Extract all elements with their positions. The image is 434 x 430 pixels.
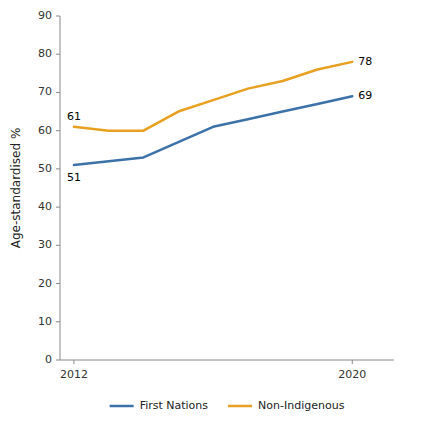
legend-item: First Nations	[110, 399, 209, 412]
y-tick	[56, 16, 60, 17]
y-tick-label: 80	[38, 47, 52, 60]
y-tick	[56, 245, 60, 246]
lines	[74, 62, 352, 165]
annotation: 69	[358, 89, 372, 102]
x-axis-line	[60, 360, 394, 361]
y-tick	[56, 321, 60, 322]
y-tick	[56, 207, 60, 208]
y-tick-label: 90	[38, 9, 52, 22]
x-tick	[73, 360, 74, 364]
y-tick	[56, 283, 60, 284]
legend-swatch	[110, 405, 134, 408]
legend-swatch	[228, 405, 252, 408]
y-tick-label: 10	[38, 315, 52, 328]
annotation: 78	[358, 55, 372, 68]
annotation: 61	[67, 110, 81, 123]
y-axis-line	[60, 16, 61, 360]
y-axis-label: Age-standardised %	[9, 128, 23, 249]
y-tick-label: 0	[45, 353, 52, 366]
y-tick	[56, 92, 60, 93]
x-tick	[352, 360, 353, 364]
y-tick	[56, 130, 60, 131]
y-tick	[56, 54, 60, 55]
legend: First Nations Non-Indigenous	[110, 399, 345, 412]
background	[0, 0, 434, 430]
y-tick-label: 20	[38, 277, 52, 290]
y-tick-label: 40	[38, 200, 52, 213]
legend-label: First Nations	[140, 399, 209, 412]
annotation: 51	[67, 171, 81, 184]
y-tick-label: 70	[38, 85, 52, 98]
annotations: 51 61 69 78	[67, 55, 372, 184]
y-tick	[56, 360, 60, 361]
legend-label: Non-Indigenous	[258, 399, 345, 412]
y-tick-label: 30	[38, 238, 52, 251]
y-tick-label: 50	[38, 162, 52, 175]
x-tick-label: 2012	[60, 368, 88, 381]
legend-item: Non-Indigenous	[228, 399, 345, 412]
x-axis: 2012 2020	[60, 360, 394, 381]
chart-container: 0 10 20 30 40 50 60 70 80 90 Age-standardised % 201…	[0, 0, 434, 430]
series-line	[74, 62, 352, 131]
y-tick	[56, 168, 60, 169]
y-axis: 0 10 20 30 40 50 60 70 80 90	[38, 9, 60, 366]
chart: 0 10 20 30 40 50 60 70 80 90 Age-standardised % 201…	[0, 0, 434, 430]
y-tick-label: 60	[38, 124, 52, 137]
x-tick-label: 2020	[338, 368, 366, 381]
